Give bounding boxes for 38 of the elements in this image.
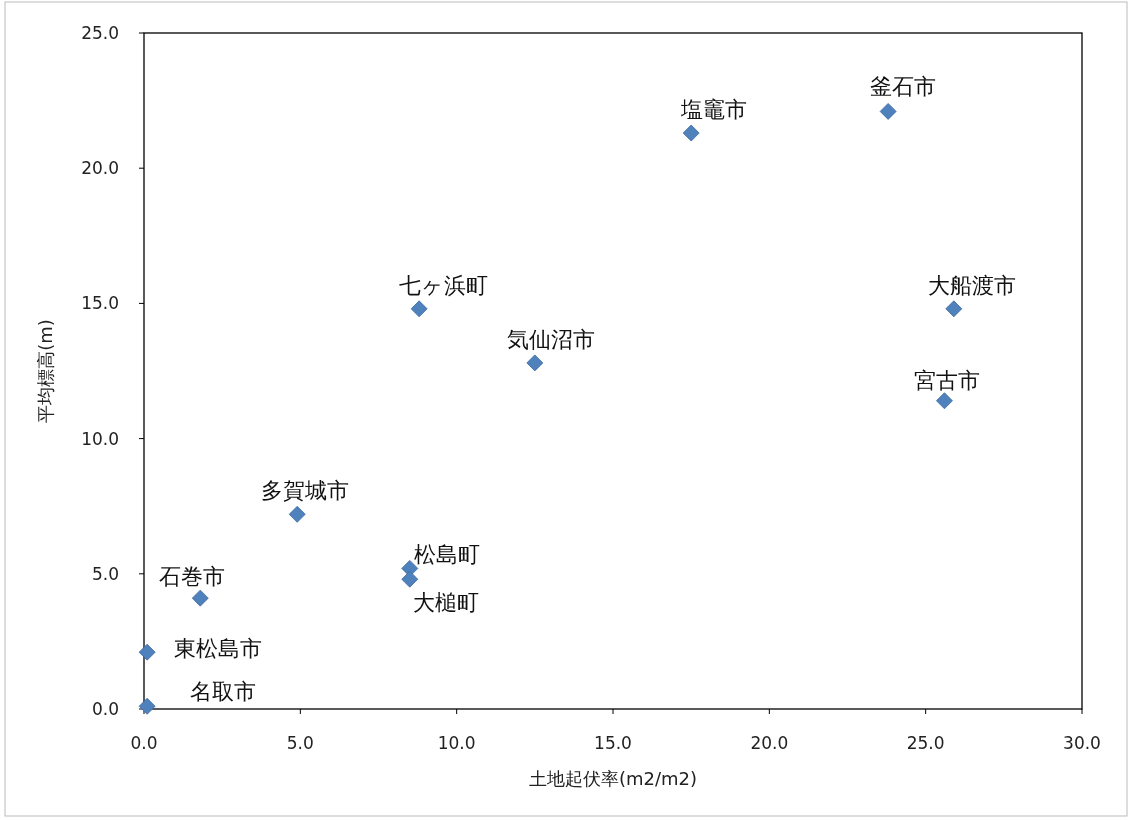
- x-tick-label: 30.0: [1063, 733, 1101, 753]
- annotation: 宮古市: [914, 367, 981, 393]
- point: [288, 505, 306, 523]
- annotation: 釜石市: [870, 74, 937, 100]
- point: [410, 300, 428, 318]
- x-tick-label: 15.0: [594, 733, 632, 753]
- point: [138, 643, 156, 661]
- x-tick-label: 25.0: [906, 733, 945, 753]
- annotation: 気仙沼市: [506, 326, 595, 352]
- point: [936, 392, 953, 410]
- x-axis-title: 土地起伏率(m2/m2): [528, 768, 698, 789]
- y-tick-label: 15.0: [81, 293, 119, 314]
- point: [138, 697, 156, 715]
- annotation: 松島町: [413, 542, 480, 568]
- annotation: 大船渡市: [927, 272, 1016, 298]
- annotation: 大槌町: [412, 590, 479, 616]
- y-tick-label: 5.0: [91, 563, 119, 584]
- annotation: 多賀城市: [261, 478, 350, 504]
- point: [191, 589, 209, 607]
- point: [879, 103, 897, 120]
- y-tick-label: 25.0: [81, 23, 119, 43]
- y-axis-title: 平均標高(m): [35, 319, 56, 423]
- annotation: 東松島市: [174, 636, 263, 662]
- point: [682, 124, 700, 142]
- x-tick-label: 5.0: [286, 733, 314, 753]
- x-tick-label: 10.0: [437, 733, 476, 753]
- annotation: 塩竈市: [680, 97, 748, 123]
- point: [526, 354, 544, 372]
- point: [401, 570, 419, 588]
- y-tick-label: 0.0: [91, 699, 119, 719]
- point: [945, 300, 963, 318]
- y-tick-label: 10.0: [81, 428, 119, 449]
- y-tick-label: 20.0: [81, 158, 119, 179]
- annotation: 名取市: [190, 679, 257, 705]
- annotation: 石巻市: [159, 564, 226, 590]
- annotation: 七ヶ浜町: [398, 272, 488, 298]
- x-tick-label: 20.0: [750, 733, 789, 753]
- x-tick-label: 0.0: [130, 733, 158, 753]
